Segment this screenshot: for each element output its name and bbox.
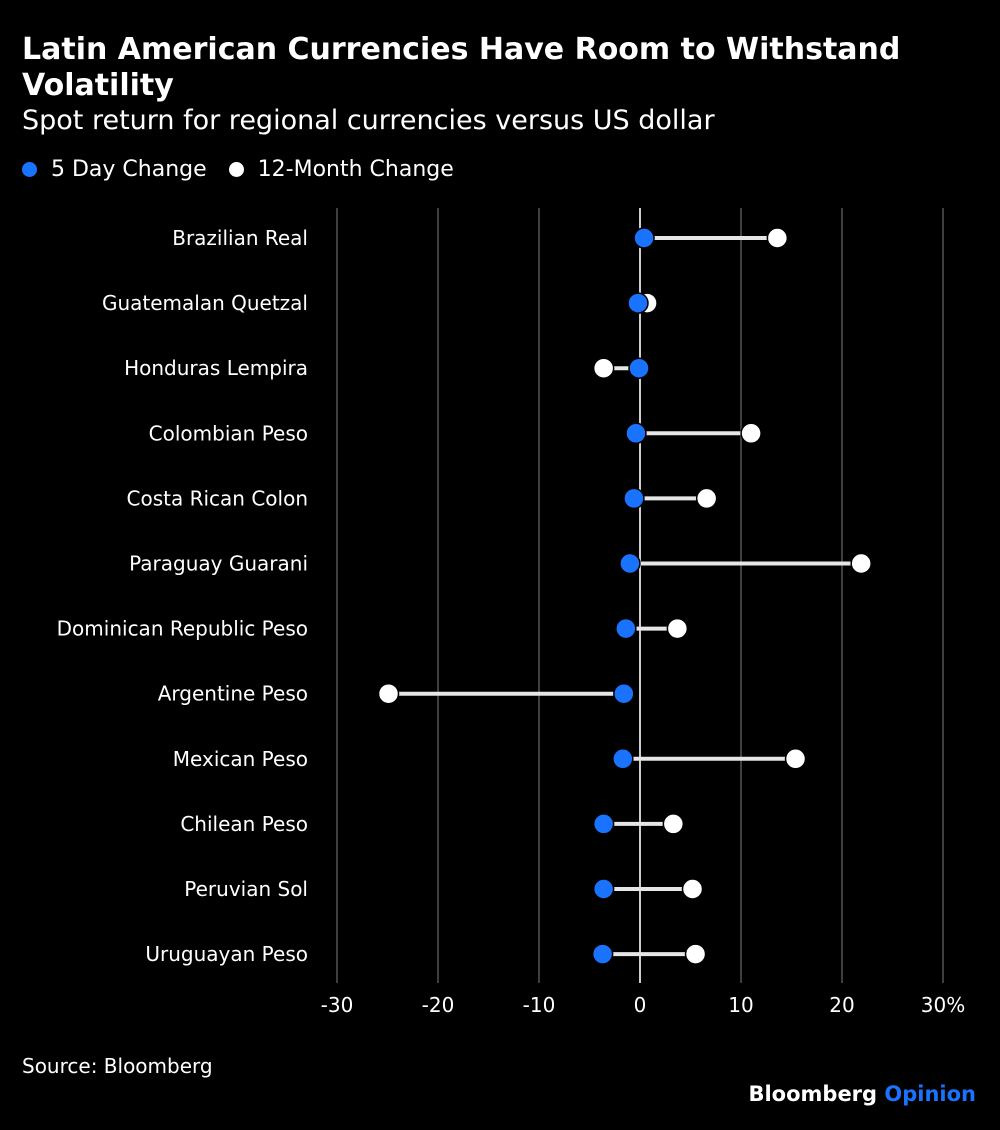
legend-label-5-day: 5 Day Change	[51, 156, 207, 182]
point-12-month	[740, 422, 762, 445]
category-label: Chilean Peso	[180, 812, 308, 836]
legend-label-12-month: 12-Month Change	[257, 156, 454, 182]
point-12-month	[695, 487, 718, 510]
category-label: Peruvian Sol	[184, 877, 308, 901]
source-note: Source: Bloomberg	[22, 1054, 213, 1078]
legend-item-5-day: 5 Day Change	[22, 157, 207, 182]
point-5-day	[625, 422, 647, 445]
legend-dot-12-month-icon	[228, 161, 244, 177]
category-label: Guatemalan Quetzal	[102, 291, 308, 315]
point-5-day	[628, 357, 650, 379]
point-5-day	[619, 552, 641, 575]
x-tick-label: -20	[422, 993, 455, 1017]
category-label: Brazilian Real	[172, 226, 308, 250]
brand-main: Bloomberg	[748, 1082, 878, 1106]
category-label: Costa Rican Colon	[127, 486, 308, 510]
category-label: Paraguay Guarani	[129, 552, 308, 576]
point-12-month	[850, 552, 872, 575]
x-tick-label: -10	[523, 993, 556, 1017]
category-label: Mexican Peso	[173, 747, 308, 771]
brand-logo: Bloomberg Opinion	[748, 1082, 976, 1106]
point-5-day	[613, 682, 635, 705]
point-12-month	[681, 878, 704, 900]
chart-title: Latin American Currencies Have Room to W…	[22, 32, 901, 103]
point-5-day	[591, 943, 614, 965]
category-label: Honduras Lempira	[124, 356, 308, 380]
x-tick-label: 20	[829, 993, 854, 1017]
x-tick-label: 0	[634, 993, 647, 1017]
point-12-month	[666, 617, 689, 640]
point-12-month	[766, 227, 789, 249]
legend-dot-5-day-icon	[22, 161, 37, 177]
point-5-day	[615, 617, 637, 640]
category-label: Dominican Republic Peso	[57, 617, 308, 641]
point-5-day	[633, 227, 655, 249]
x-tick-label: 10	[728, 993, 753, 1017]
point-12-month	[784, 748, 807, 770]
chart-subtitle: Spot return for regional currencies vers…	[22, 105, 715, 136]
point-5-day	[612, 748, 634, 770]
point-12-month	[662, 813, 685, 835]
legend: 5 Day Change 12-Month Change	[22, 154, 476, 184]
category-label: Colombian Peso	[149, 421, 308, 445]
legend-item-12-month: 12-Month Change	[228, 156, 454, 182]
category-label: Uruguayan Peso	[145, 942, 308, 966]
x-tick-label: -30	[321, 993, 354, 1017]
point-12-month	[377, 682, 400, 705]
category-label: Argentine Peso	[158, 682, 308, 706]
point-5-day	[592, 878, 615, 900]
x-tick-label: 30%	[921, 993, 965, 1017]
point-5-day	[592, 813, 615, 835]
point-5-day	[623, 487, 645, 510]
point-12-month	[592, 357, 615, 379]
brand-accent: Opinion	[884, 1082, 976, 1106]
point-12-month	[684, 943, 707, 965]
point-5-day	[627, 292, 649, 314]
